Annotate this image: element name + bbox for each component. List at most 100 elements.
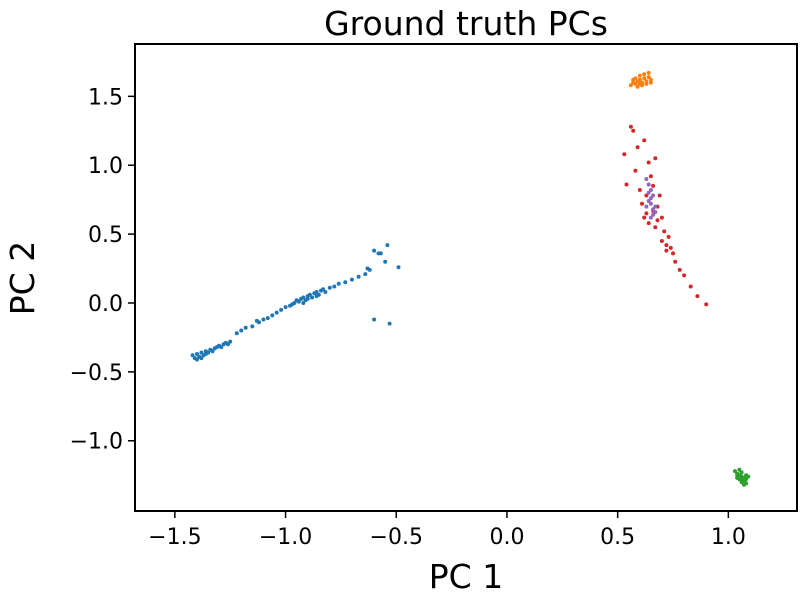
data-point [290,302,295,307]
data-point [666,234,671,239]
x-tick-label: 0.0 [489,525,524,550]
data-point [219,345,224,350]
data-point [323,290,328,294]
data-point [695,294,700,299]
data-point [662,229,667,234]
data-point [635,145,640,150]
data-point [254,318,259,323]
x-tick-label: −0.5 [370,525,423,550]
y-tick-label: −0.5 [70,361,123,386]
data-point [648,188,653,192]
data-point [336,281,341,286]
data-point [640,201,644,206]
data-point [314,290,319,294]
x-axis-title: PC 1 [429,557,503,596]
data-point [365,266,370,271]
data-point [646,75,651,80]
data-point [642,72,647,77]
data-point [648,80,653,85]
data-point [657,193,662,198]
data-point [653,156,658,161]
data-point [651,193,656,198]
data-point [628,83,633,88]
data-point [226,342,230,347]
data-point [243,325,248,330]
x-tick-label: 1.0 [711,525,746,550]
data-point [646,70,651,75]
data-point [624,182,629,187]
data-point [199,350,204,355]
data-point [688,284,693,289]
data-point [704,302,709,307]
data-point [383,259,388,264]
data-point [642,215,647,220]
data-point [644,204,649,209]
data-point [648,201,653,206]
data-point [635,84,640,89]
y-tick-label: −1.0 [70,430,123,455]
data-point [633,81,638,86]
data-point [651,212,656,217]
data-point [644,177,649,181]
data-point [637,188,642,192]
data-point [637,77,642,82]
data-point [673,259,678,264]
data-point [350,277,354,282]
data-point [195,352,199,356]
y-tick-label: 1.0 [88,154,123,179]
data-point [261,317,266,322]
data-point [343,280,348,285]
data-point [310,295,315,300]
data-point [668,245,673,250]
data-point [642,138,647,143]
data-point [653,204,658,209]
data-point [250,324,255,329]
y-axis-title: PC 2 [3,241,42,315]
data-point [644,211,649,216]
data-point [385,243,390,248]
data-point [314,294,319,299]
data-point [659,239,664,243]
x-tick-label: −1.0 [259,525,312,550]
data-point [283,305,288,310]
data-point [648,196,653,201]
data-point [265,316,270,321]
data-point [363,272,368,277]
data-point [642,76,647,81]
x-axis: −1.5 −1.0 −0.5 0.0 0.5 1.0 [148,511,746,550]
data-point [682,273,687,278]
data-point [301,295,306,300]
data-point [637,73,642,78]
data-point [671,251,675,256]
data-point [664,243,669,248]
data-point [653,210,658,215]
data-point [631,128,636,133]
data-point [195,357,199,362]
data-point [733,469,737,474]
data-point [739,477,744,482]
data-point [646,199,651,203]
data-point [648,215,653,220]
y-tick-label: 0.5 [88,223,123,248]
data-point [648,174,653,179]
y-tick-label: 1.5 [88,85,123,110]
data-point [239,328,244,333]
data-point [737,467,742,472]
data-point [644,193,649,198]
data-point [651,207,656,212]
data-point [741,482,746,487]
data-point [633,168,638,173]
data-point [628,124,633,129]
data-point [646,221,651,226]
data-point [648,77,653,82]
data-point [234,331,239,336]
y-axis: −1.0 −0.5 0.0 0.5 1.0 1.5 [70,85,135,455]
data-point [372,317,377,322]
data-point [651,183,656,188]
data-point [228,339,233,344]
data-point [387,321,392,326]
data-point [659,215,664,220]
data-point [301,301,306,305]
data-point [735,473,740,478]
